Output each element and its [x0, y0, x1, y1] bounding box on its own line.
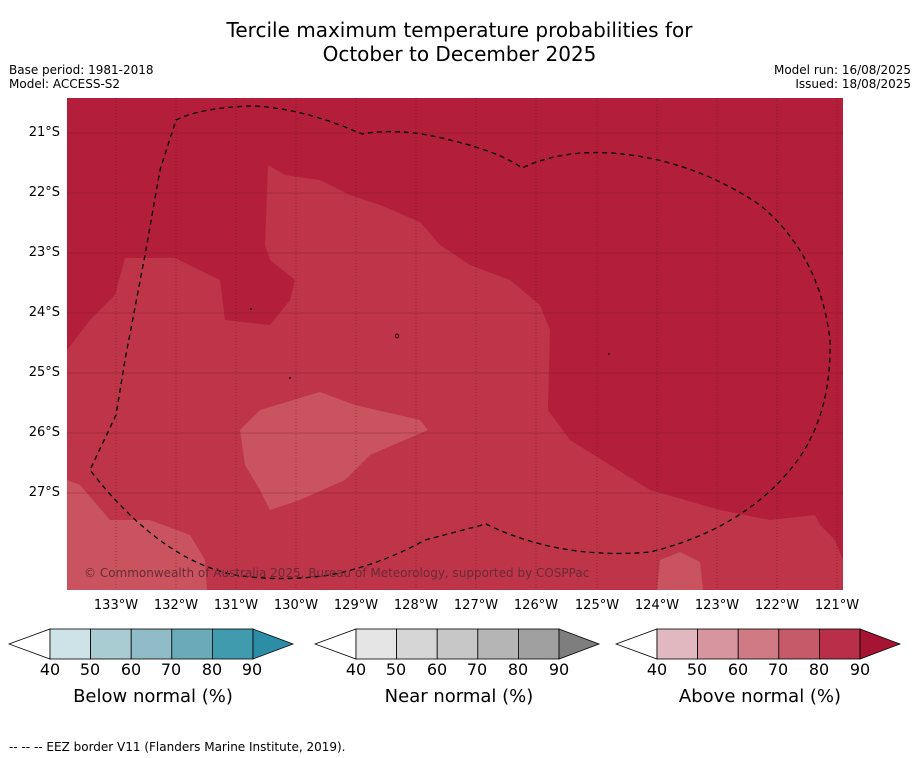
colorbar-tick: 50	[385, 660, 407, 679]
copyright-notice: © Commonwealth of Australia 2025, Bureau…	[84, 566, 590, 580]
lat-label: 23°S	[28, 245, 60, 260]
colorbar-tick: 80	[808, 660, 830, 679]
colorbar-near-normal	[314, 628, 601, 660]
colorbar-near-segment	[396, 628, 438, 660]
lon-label: 131°W	[213, 598, 259, 613]
probability-region-70-southeast	[657, 552, 703, 590]
graticule	[67, 132, 843, 494]
island-marker	[394, 333, 399, 339]
colorbar-tick: 90	[849, 660, 871, 679]
lon-label: 121°W	[814, 598, 860, 613]
colorbar-below-normal	[8, 628, 295, 660]
chart-title: Tercile maximum temperature probabilitie…	[0, 18, 919, 66]
colorbar-title-below: Below normal (%)	[73, 686, 233, 707]
colorbar-tick: 70	[466, 660, 488, 679]
base-period: Base period: 1981-2018	[9, 63, 154, 77]
colorbar-above-extend-low	[615, 628, 658, 660]
colorbar-below-segment	[130, 628, 173, 660]
colorbar-tick: 70	[160, 660, 182, 679]
colorbar-above-extend-high	[859, 628, 902, 660]
lat-label: 24°S	[28, 305, 60, 320]
model-run: Model run: 16/08/2025	[773, 63, 911, 77]
lon-label: 122°W	[754, 598, 800, 613]
lat-label: 25°S	[28, 365, 60, 380]
eez-footnote: -- -- -- EEZ border V11 (Flanders Marine…	[9, 740, 346, 754]
colorbar-below-extend-low	[8, 628, 51, 660]
lon-label: 125°W	[574, 598, 620, 613]
lat-label: 27°S	[28, 485, 60, 500]
colorbar-tick: 70	[767, 660, 789, 679]
colorbar-near-extend-low	[314, 628, 357, 660]
colorbar-above-segment	[656, 628, 698, 660]
colorbar-near-segment	[436, 628, 479, 660]
colorbar-tick: 50	[686, 660, 708, 679]
colorbar-tick: 90	[241, 660, 263, 679]
colorbar-below-segment	[171, 628, 213, 660]
colorbar-above-segment	[818, 628, 861, 660]
lat-label: 21°S	[28, 125, 60, 140]
colorbar-tick: 40	[345, 660, 367, 679]
colorbar-tick: 50	[79, 660, 101, 679]
lon-label: 126°W	[513, 598, 559, 613]
model-name: Model: ACCESS-S2	[9, 77, 121, 91]
colorbar-near-segment	[355, 628, 397, 660]
colorbar-above-segment	[697, 628, 739, 660]
lat-label: 26°S	[28, 425, 60, 440]
issued-date: Issued: 18/08/2025	[795, 77, 911, 91]
lon-label: 130°W	[273, 598, 319, 613]
colorbar-near-extend-high	[558, 628, 601, 660]
lon-label: 132°W	[153, 598, 199, 613]
graticule-meridians	[115, 98, 838, 590]
lon-label: 127°W	[453, 598, 499, 613]
lat-label: 22°S	[28, 185, 60, 200]
colorbar-title-above: Above normal (%)	[678, 686, 842, 707]
lon-label: 128°W	[393, 598, 439, 613]
lon-label: 123°W	[694, 598, 740, 613]
colorbar-below-segment	[49, 628, 91, 660]
colorbar-tick: 40	[39, 660, 61, 679]
colorbar-near-segment	[477, 628, 519, 660]
colorbar-below-extend-high	[252, 628, 295, 660]
lon-label: 124°W	[634, 598, 680, 613]
probability-region-70-center	[240, 392, 428, 510]
colorbar-tick: 60	[727, 660, 749, 679]
island-marker	[289, 377, 291, 379]
colorbar-tick: 60	[120, 660, 142, 679]
eez-border	[89, 105, 831, 580]
colorbar-tick: 80	[507, 660, 529, 679]
colorbar-tick: 80	[201, 660, 223, 679]
island-marker	[250, 308, 252, 310]
colorbar-above-segment	[778, 628, 820, 660]
colorbar-tick: 90	[548, 660, 570, 679]
meta-left: Base period: 1981-2018 Model: ACCESS-S2	[9, 63, 154, 91]
probability-region-70-southwest	[67, 480, 207, 590]
lon-label: 133°W	[93, 598, 139, 613]
colorbar-tick: 40	[646, 660, 668, 679]
colorbar-near-segment	[517, 628, 560, 660]
colorbar-below-segment	[90, 628, 132, 660]
meta-right: Model run: 16/08/2025 Issued: 18/08/2025	[774, 63, 911, 91]
title-line-2: October to December 2025	[322, 42, 597, 66]
lon-label: 129°W	[333, 598, 379, 613]
colorbar-title-near: Near normal (%)	[384, 686, 534, 707]
colorbar-above-normal	[615, 628, 902, 660]
colorbar-below-segment	[211, 628, 254, 660]
title-line-1: Tercile maximum temperature probabilitie…	[226, 18, 693, 42]
island-marker	[608, 353, 610, 355]
colorbar-above-segment	[737, 628, 780, 660]
colorbar-tick: 60	[426, 660, 448, 679]
